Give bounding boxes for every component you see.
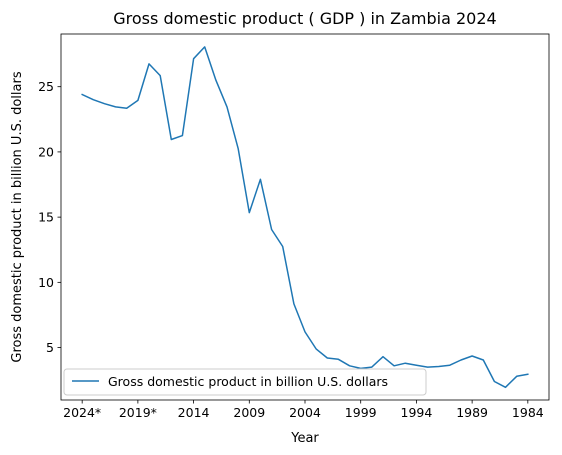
legend: Gross domestic product in billion U.S. d… (63, 368, 427, 396)
y-tick-label: 25 (38, 79, 54, 94)
x-tick-label: 2004 (289, 405, 321, 420)
chart-title: Gross domestic product ( GDP ) in Zambia… (113, 9, 496, 28)
x-tick-label: 1994 (401, 405, 433, 420)
plot-area: 5 10 15 20 25 2024* 2019* 2014 2009 2004 1999 1994 1… (38, 33, 550, 420)
y-tick-label: 20 (38, 144, 54, 159)
y-tick-label: 10 (38, 275, 54, 290)
x-tick-label: 2024* (63, 405, 101, 420)
axes-frame (60, 33, 550, 401)
y-axis-label: Gross domestic product in billion U.S. d… (10, 71, 25, 362)
series-line (81, 46, 529, 389)
x-tick-label: 1984 (512, 405, 544, 420)
x-tick-label: 2019* (119, 405, 157, 420)
x-tick-label: 2009 (233, 405, 265, 420)
legend-label: Gross domestic product in billion U.S. d… (108, 374, 388, 389)
y-tick-label: 15 (38, 210, 54, 225)
x-tick-label: 1999 (345, 405, 377, 420)
x-tick-label: 1989 (456, 405, 488, 420)
y-tick-label: 5 (46, 340, 54, 355)
x-tick-label: 2014 (178, 405, 210, 420)
legend-box (63, 368, 427, 396)
x-axis-label: Year (290, 431, 319, 446)
